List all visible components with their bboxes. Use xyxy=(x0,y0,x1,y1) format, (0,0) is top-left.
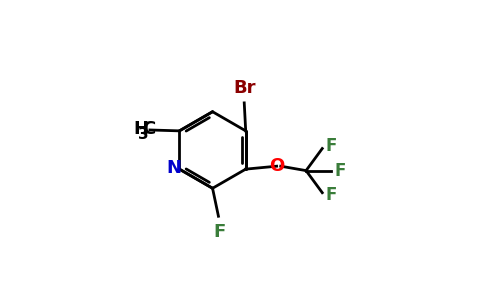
Text: 3: 3 xyxy=(138,127,149,142)
Text: F: F xyxy=(334,162,346,180)
Text: C: C xyxy=(142,120,155,138)
Text: O: O xyxy=(270,157,285,175)
Text: F: F xyxy=(326,186,337,204)
Text: N: N xyxy=(166,159,182,177)
Text: H: H xyxy=(134,120,149,138)
Text: F: F xyxy=(326,137,337,155)
Text: Br: Br xyxy=(234,79,256,97)
Text: F: F xyxy=(214,223,226,241)
